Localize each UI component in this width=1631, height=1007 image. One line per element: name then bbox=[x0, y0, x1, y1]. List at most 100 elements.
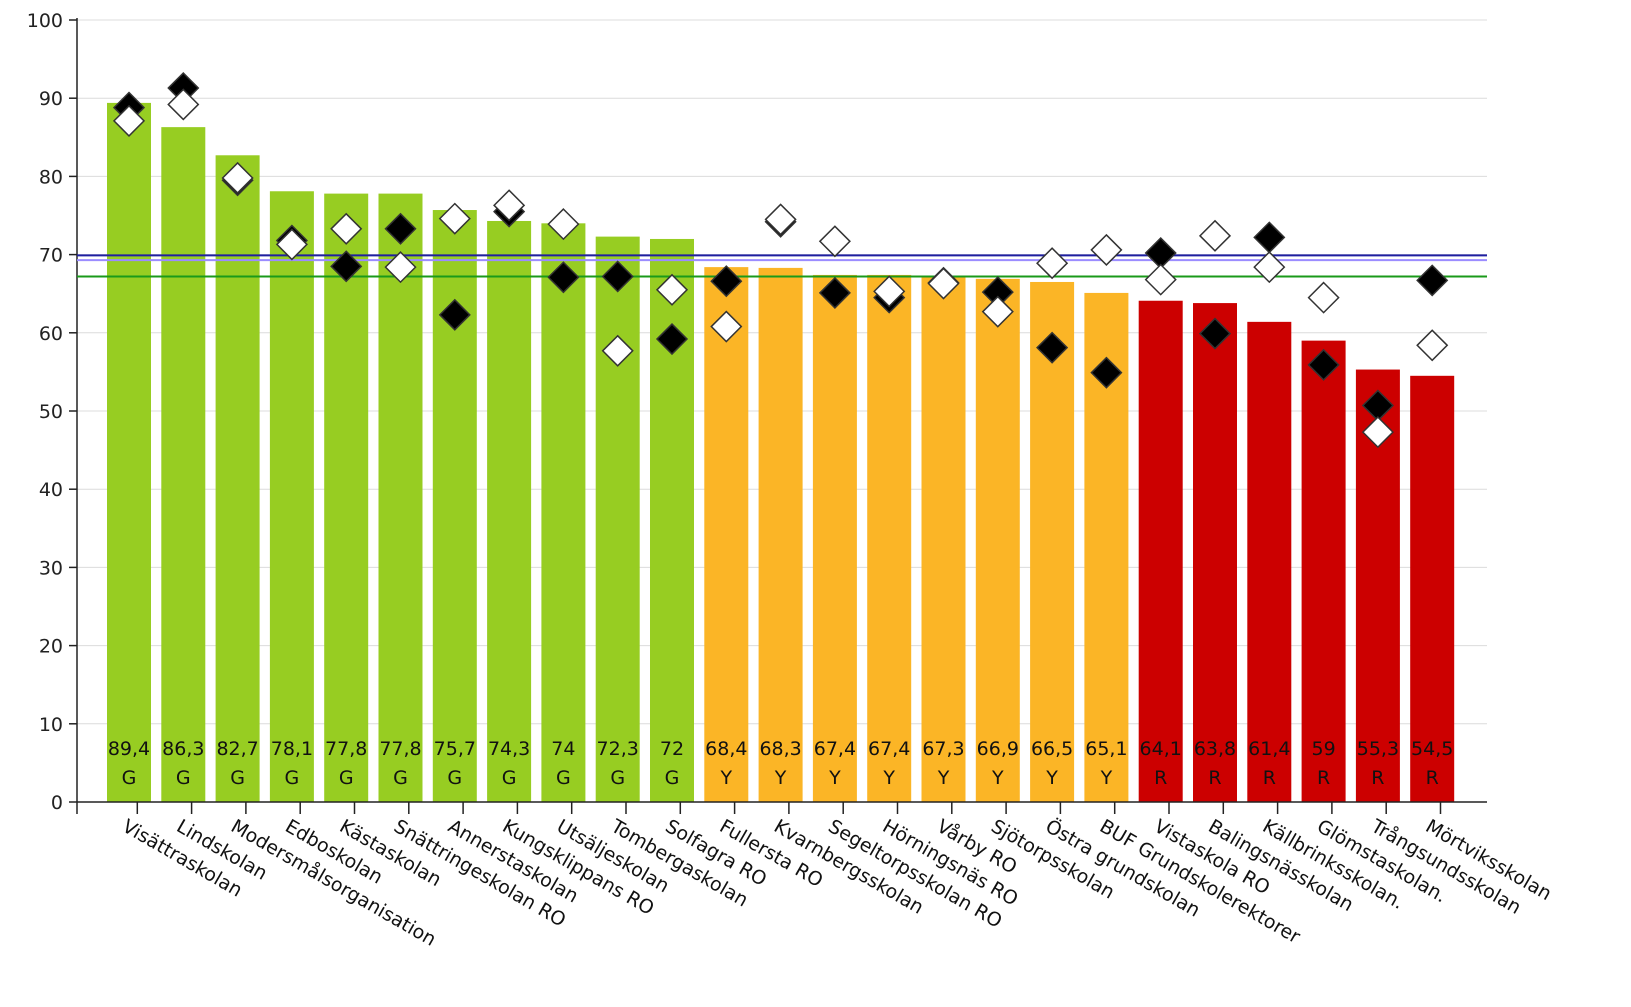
black-marker bbox=[1198, 317, 1232, 350]
black-marker bbox=[1036, 331, 1069, 364]
grade-label: Y bbox=[937, 767, 950, 789]
value-label: 72,3 bbox=[597, 738, 639, 760]
grade-label: G bbox=[610, 767, 625, 789]
black-marker bbox=[1307, 348, 1340, 381]
data-labels: 89,4 G 86,3 G 82,7 G 78,1 G 77,8 G 77,8 G 75,7 G 74,3 G… bbox=[108, 738, 1454, 789]
value-label: 82,7 bbox=[216, 738, 258, 760]
reference-lines bbox=[77, 254, 1487, 278]
white-marker bbox=[221, 161, 254, 195]
grade-label: G bbox=[393, 767, 408, 789]
bar bbox=[378, 193, 423, 802]
value-label: 74,3 bbox=[488, 738, 530, 760]
y-tick-label: 70 bbox=[39, 245, 63, 267]
white-marker bbox=[601, 334, 634, 367]
black-marker bbox=[818, 276, 851, 309]
grade-label: G bbox=[339, 767, 354, 789]
bar bbox=[1410, 375, 1455, 802]
grade-label: G bbox=[230, 767, 245, 789]
grade-label: R bbox=[1317, 767, 1330, 789]
bar bbox=[269, 191, 314, 802]
value-label: 66,9 bbox=[977, 738, 1019, 760]
bar bbox=[161, 127, 206, 802]
value-label: 77,8 bbox=[325, 738, 367, 760]
bar bbox=[1247, 321, 1292, 802]
value-label: 64,1 bbox=[1140, 738, 1182, 760]
value-label: 61,4 bbox=[1248, 738, 1290, 760]
black-marker bbox=[1144, 236, 1177, 270]
value-label: 72 bbox=[660, 738, 684, 760]
grade-label: G bbox=[447, 767, 462, 789]
value-label: 68,4 bbox=[705, 738, 747, 760]
x-axis: VisättraskolanLindskolanModersmålsorgani… bbox=[76, 801, 1555, 951]
white-marker bbox=[655, 273, 689, 306]
bar bbox=[595, 236, 640, 802]
value-label: 63,8 bbox=[1194, 738, 1236, 760]
value-label: 89,4 bbox=[108, 738, 150, 760]
grade-label: Y bbox=[719, 767, 732, 789]
value-label: 54,5 bbox=[1411, 738, 1453, 760]
bar bbox=[1193, 303, 1237, 802]
white-marker bbox=[1090, 233, 1123, 266]
bar bbox=[215, 155, 260, 802]
grade-label: R bbox=[1426, 767, 1439, 789]
white-marker bbox=[275, 228, 308, 261]
markers bbox=[112, 71, 1449, 449]
y-tick-label: 20 bbox=[39, 636, 63, 658]
white-marker bbox=[384, 251, 417, 284]
bar bbox=[1301, 340, 1346, 802]
grade-label: Y bbox=[991, 767, 1004, 789]
y-tick-label: 10 bbox=[39, 714, 63, 736]
value-label: 59 bbox=[1312, 738, 1336, 760]
y-tick-label: 50 bbox=[39, 401, 63, 423]
white-marker bbox=[1416, 329, 1449, 362]
y-tick-label: 30 bbox=[39, 557, 63, 579]
bar bbox=[812, 274, 857, 802]
bar bbox=[975, 278, 1020, 802]
white-marker bbox=[710, 310, 743, 343]
grade-label: R bbox=[1371, 767, 1384, 789]
bar bbox=[704, 267, 749, 802]
bar bbox=[107, 102, 151, 803]
value-label: 67,3 bbox=[922, 738, 964, 760]
white-marker bbox=[873, 275, 906, 308]
black-marker bbox=[438, 298, 471, 331]
grade-label: G bbox=[665, 767, 680, 789]
white-marker bbox=[112, 104, 146, 137]
value-label: 55,3 bbox=[1357, 738, 1399, 760]
value-label: 67,4 bbox=[814, 738, 856, 760]
value-label: 68,3 bbox=[759, 738, 801, 760]
value-label: 78,1 bbox=[271, 738, 313, 760]
bar bbox=[541, 223, 586, 802]
y-tick-label: 40 bbox=[39, 479, 63, 501]
grade-label: Y bbox=[882, 767, 895, 789]
black-marker bbox=[1416, 264, 1449, 297]
white-marker bbox=[1198, 219, 1232, 252]
white-marker bbox=[167, 88, 200, 121]
white-marker bbox=[1307, 281, 1340, 314]
value-label: 86,3 bbox=[162, 738, 204, 760]
y-tick-label: 100 bbox=[27, 10, 63, 32]
y-axis: 0 10 20 30 40 50 60 70 80 90 100 bbox=[27, 10, 78, 814]
value-label: 66,5 bbox=[1031, 738, 1073, 760]
grade-label: Y bbox=[774, 767, 787, 789]
white-marker bbox=[1361, 416, 1394, 449]
black-marker bbox=[601, 260, 634, 293]
grade-label: R bbox=[1263, 767, 1276, 789]
bars bbox=[107, 102, 1455, 803]
white-marker bbox=[764, 203, 797, 236]
white-marker bbox=[818, 225, 851, 258]
white-marker bbox=[438, 202, 471, 235]
grade-label: Y bbox=[1045, 767, 1058, 789]
white-marker bbox=[1144, 263, 1177, 296]
white-marker bbox=[927, 267, 960, 300]
y-tick-label: 60 bbox=[39, 323, 63, 345]
grade-label: G bbox=[502, 767, 517, 789]
black-marker bbox=[547, 261, 580, 294]
bar bbox=[758, 267, 803, 802]
bar bbox=[1030, 281, 1075, 803]
grade-label: G bbox=[176, 767, 191, 789]
bar bbox=[324, 193, 369, 802]
white-marker bbox=[493, 189, 526, 222]
value-label: 77,8 bbox=[379, 738, 421, 760]
